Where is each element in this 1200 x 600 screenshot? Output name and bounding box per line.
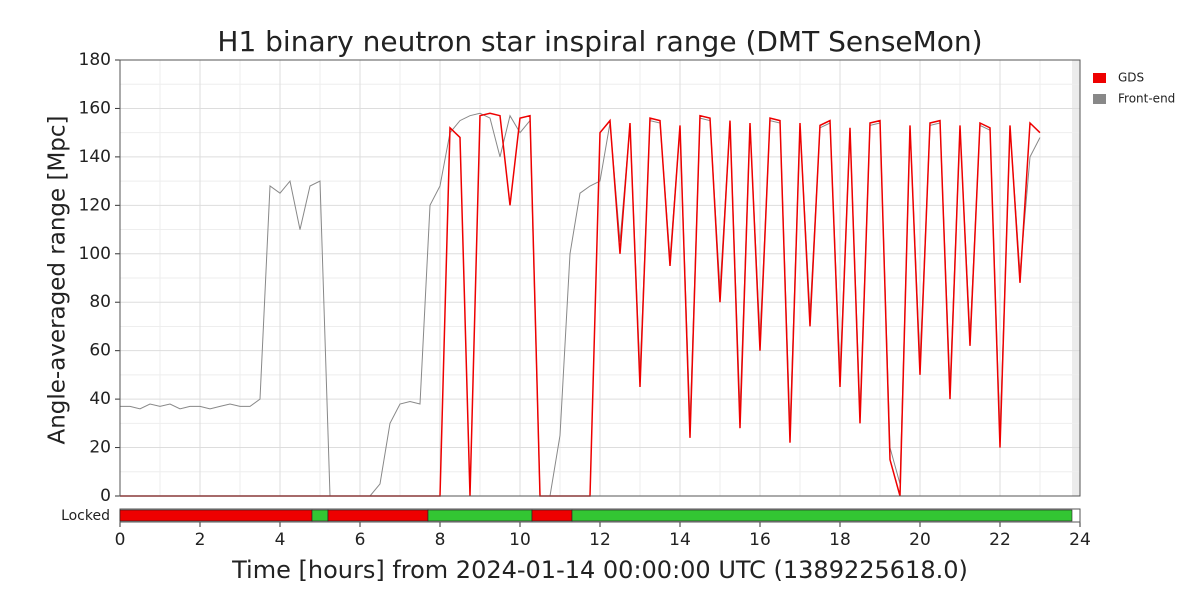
legend-swatch xyxy=(1093,94,1106,104)
y-tick-label: 120 xyxy=(79,195,111,215)
y-tick-label: 0 xyxy=(100,486,111,506)
y-tick-label: 100 xyxy=(79,244,111,264)
y-tick-label: 60 xyxy=(89,341,111,361)
x-tick-label: 4 xyxy=(275,530,286,550)
x-tick-label: 2 xyxy=(195,530,206,550)
x-tick-label: 18 xyxy=(829,530,851,550)
state-segment xyxy=(571,509,1073,522)
x-tick-label: 12 xyxy=(589,530,611,550)
y-tick-label: 80 xyxy=(89,292,111,312)
x-tick-label: 10 xyxy=(509,530,531,550)
x-tick-label: 6 xyxy=(355,530,366,550)
legend-swatch xyxy=(1093,73,1106,83)
y-axis-label: Angle-averaged range [Mpc] xyxy=(45,115,71,444)
state-segment xyxy=(119,509,313,522)
x-tick-label: 20 xyxy=(909,530,931,550)
y-tick-label: 20 xyxy=(89,438,111,458)
y-tick-label: 140 xyxy=(79,147,111,167)
plot-frame xyxy=(119,59,1081,497)
x-axis-label: Time [hours] from 2024-01-14 00:00:00 UT… xyxy=(231,556,968,584)
x-tick-label: 22 xyxy=(989,530,1011,550)
x-tick-label: 8 xyxy=(435,530,446,550)
state-segment xyxy=(311,509,329,522)
x-tick-label: 0 xyxy=(115,530,126,550)
y-tick-label: 160 xyxy=(79,98,111,118)
x-tick-label: 16 xyxy=(749,530,771,550)
x-tick-label: 14 xyxy=(669,530,691,550)
y-tick-label: 180 xyxy=(79,50,111,70)
legend-label: GDS xyxy=(1118,71,1144,85)
state-segment xyxy=(531,509,573,522)
chart-title: H1 binary neutron star inspiral range (D… xyxy=(217,25,982,58)
state-segment xyxy=(427,509,533,522)
x-tick-label: 24 xyxy=(1069,530,1091,550)
state-label: Locked xyxy=(61,508,110,524)
legend-label: Front-end xyxy=(1118,92,1175,106)
y-tick-label: 40 xyxy=(89,389,111,409)
state-segment xyxy=(327,509,429,522)
